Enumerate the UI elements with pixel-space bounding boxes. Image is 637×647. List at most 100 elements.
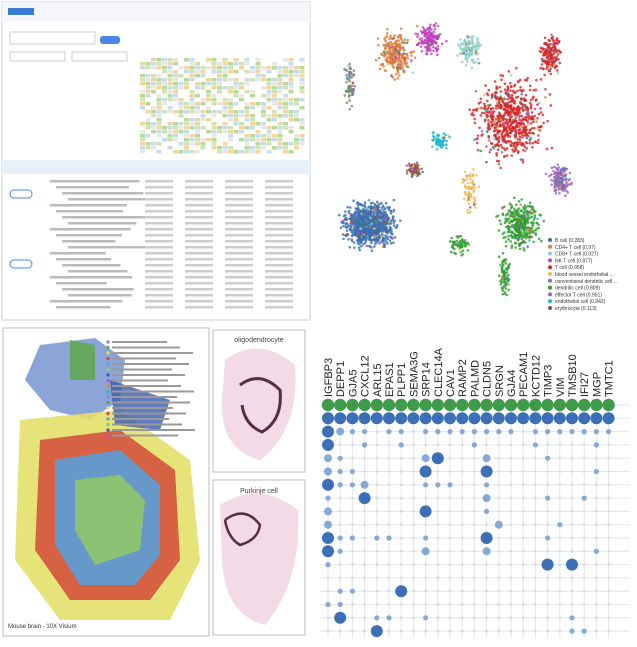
umap-point <box>546 67 550 70</box>
umap-point <box>508 131 512 135</box>
ui-cell <box>288 78 294 82</box>
dot <box>337 535 343 541</box>
umap-point <box>349 224 353 228</box>
umap-point <box>437 134 441 137</box>
umap-point <box>518 247 522 251</box>
ui-cell <box>250 102 255 106</box>
umap-point <box>483 93 486 97</box>
ui-text-line <box>68 222 137 225</box>
umap-point <box>427 49 431 53</box>
legend-label: NK T cell (0.877) <box>555 258 593 264</box>
dot <box>324 467 332 476</box>
legend-text <box>112 346 180 349</box>
umap-point <box>497 135 501 139</box>
umap-point <box>382 225 386 229</box>
ui-cell <box>211 94 217 98</box>
umap-point <box>345 81 348 84</box>
umap-point <box>523 130 527 134</box>
ui-cell <box>211 146 217 150</box>
dot <box>521 510 525 513</box>
umap-point <box>495 154 499 157</box>
umap-point <box>358 234 361 238</box>
dot <box>448 523 452 526</box>
dot <box>448 576 452 580</box>
dot <box>485 629 488 633</box>
ui-cell <box>255 58 261 62</box>
dot <box>424 603 427 606</box>
dot <box>338 563 342 566</box>
ui-cell <box>255 146 261 150</box>
dot <box>362 442 368 448</box>
ui-cell <box>244 134 250 138</box>
umap-point <box>435 140 438 144</box>
umap-point <box>377 208 380 212</box>
umap-point <box>516 238 520 242</box>
umap-point <box>337 213 341 217</box>
umap-point <box>430 52 433 56</box>
umap-point <box>349 72 353 76</box>
umap-point <box>431 35 434 39</box>
ui-text-line <box>185 180 213 183</box>
umap-point <box>345 101 349 105</box>
umap-point <box>368 238 372 242</box>
ui-cell <box>167 134 173 138</box>
dot <box>360 480 369 489</box>
ui-text-line <box>185 270 213 273</box>
gene-label: SRP14 <box>421 362 433 397</box>
dot <box>558 510 562 513</box>
umap-point <box>416 35 419 39</box>
ui-cell <box>211 62 217 66</box>
umap-point <box>501 251 505 255</box>
dot <box>582 589 586 593</box>
dot <box>382 398 396 412</box>
region <box>75 475 145 565</box>
dot <box>509 510 513 513</box>
umap-point <box>348 66 352 69</box>
umap-point <box>504 225 508 229</box>
ui-cell <box>272 134 277 138</box>
ui-cell <box>140 98 145 102</box>
umap-point <box>463 244 467 248</box>
umap-point <box>505 154 509 157</box>
ui-cell <box>145 122 151 126</box>
ui-text-line <box>265 306 293 309</box>
umap-point <box>467 55 471 59</box>
umap-point <box>488 103 492 107</box>
dot <box>363 603 366 606</box>
ui-cell <box>211 126 217 130</box>
dot <box>448 563 452 566</box>
dot <box>419 505 432 518</box>
ui-cell <box>299 138 305 142</box>
ui-cell <box>140 138 145 142</box>
ui-cell <box>233 122 239 126</box>
umap-point <box>467 197 470 200</box>
umap-point <box>421 170 425 174</box>
umap-point <box>522 97 526 100</box>
umap-point <box>561 188 564 192</box>
legend-label: effector T cell (0.951) <box>555 292 602 298</box>
umap-point <box>532 209 536 212</box>
umap-point <box>506 108 510 111</box>
ui-cell <box>277 90 283 94</box>
umap-point <box>526 210 530 213</box>
umap-point <box>463 197 466 201</box>
dot <box>338 629 342 633</box>
umap-point <box>512 196 516 200</box>
umap-point <box>541 113 545 117</box>
umap-point <box>503 277 507 280</box>
ui-cell <box>250 94 255 98</box>
umap-point <box>454 252 458 256</box>
ui-cell <box>272 102 277 106</box>
spatial-caption: Mouse brain - 10X Visium <box>8 624 77 630</box>
ui-cell <box>299 90 305 94</box>
umap-point <box>501 206 504 210</box>
umap-point <box>539 78 543 81</box>
dot <box>473 456 476 460</box>
ui-cell <box>140 146 145 150</box>
umap-point <box>444 143 448 146</box>
umap-point <box>523 222 526 226</box>
umap-point <box>428 26 432 29</box>
umap-point <box>465 177 469 181</box>
ui-cell <box>239 110 244 114</box>
umap-point <box>496 101 499 105</box>
